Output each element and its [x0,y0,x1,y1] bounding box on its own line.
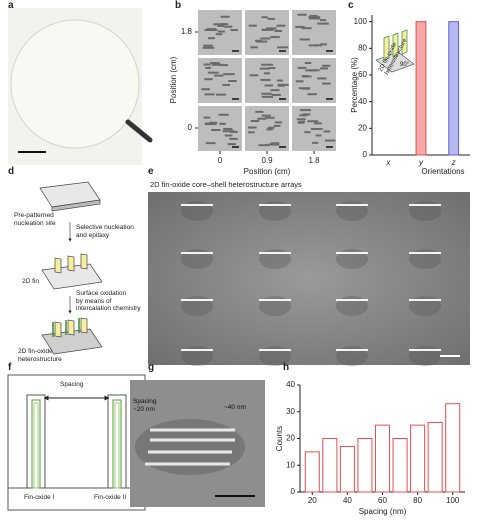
y-tick-label: 80 [358,43,367,52]
y-tick-label: 30 [286,407,295,416]
bar [415,21,427,156]
x-tick-label: 100 [446,496,460,505]
y-axis-label: Position (cm) [169,56,178,103]
y-axis-label: Percentage (%) [350,57,359,113]
x-axis-label: Spacing (nm) [359,507,407,516]
x-tick-label: 0 [218,156,223,165]
tweezer [125,119,153,143]
sem-image [148,192,470,365]
step-label: 2D fin [22,278,39,285]
panel-label: f [8,362,12,373]
fin-label: Fin-oxide I [24,494,55,501]
bar [357,438,373,493]
x-tick-label: z [451,158,456,167]
fin-oxide-right [107,394,127,489]
bar [427,421,443,493]
panel-title: 2D fin-oxide core–shell heterostructure … [150,180,302,189]
y-tick-label: 40 [286,380,295,389]
y-tick-label: 1.8 [181,27,193,36]
step-label: Selective nucleation and epitaxy [76,224,134,239]
x-tick-label: 0.9 [261,156,273,165]
y-tick-label: 10 [286,460,295,469]
panel-label: b [175,0,182,11]
bar [322,438,338,493]
process-schematic [39,181,103,355]
step-label: Pre-patterned nucleation site [14,212,56,227]
bar [410,424,426,493]
panel-label: h [283,362,290,373]
panel-label: d [8,166,15,177]
y-axis-label: Counts [275,426,284,451]
spacing-label: Spacing [60,381,84,388]
y-tick-label: 40 [358,97,367,106]
bar [392,438,408,493]
angle-label: 90° [400,62,410,68]
fin-label: Fin-oxide II [94,494,127,501]
fin-oxide-left [26,394,46,489]
x-axis-label: Position (cm) [244,167,291,176]
x-tick-label: 80 [413,496,422,505]
wafer [10,19,140,149]
step-label: 2D fin-oxide heterostructure [18,348,62,363]
bar [374,424,391,493]
bar [304,451,320,493]
x-tick-label: x [385,158,391,167]
spacing-label: Spacing ~20 nm [133,398,157,413]
shadow [135,419,245,475]
y-tick-label: 0 [291,487,296,496]
panel-label: e [148,166,154,177]
bar [339,446,355,493]
bar [448,21,460,156]
width-label: ~40 nm [224,404,246,411]
panel-label: a [8,0,14,11]
x-axis-label: Orientations [421,167,464,176]
y-tick-label: 0 [188,123,193,132]
step-label: Surface oxidation by means of intercalat… [76,290,141,312]
y-tick-label: 100 [354,17,368,26]
panel-label: c [348,0,354,11]
x-tick-label: 40 [343,496,352,505]
x-tick-label: y [418,158,424,167]
x-tick-label: 1.8 [308,156,320,165]
x-tick-label: 20 [308,496,317,505]
inset-fins [383,29,408,61]
fin-lines [145,428,235,466]
y-tick-label: 60 [358,70,367,79]
panel-label: g [148,362,155,373]
bar [445,403,461,493]
y-tick-label: 0 [363,150,368,159]
y-tick-label: 20 [358,123,367,132]
x-tick-label: 60 [378,496,387,505]
y-tick-label: 20 [286,434,295,443]
